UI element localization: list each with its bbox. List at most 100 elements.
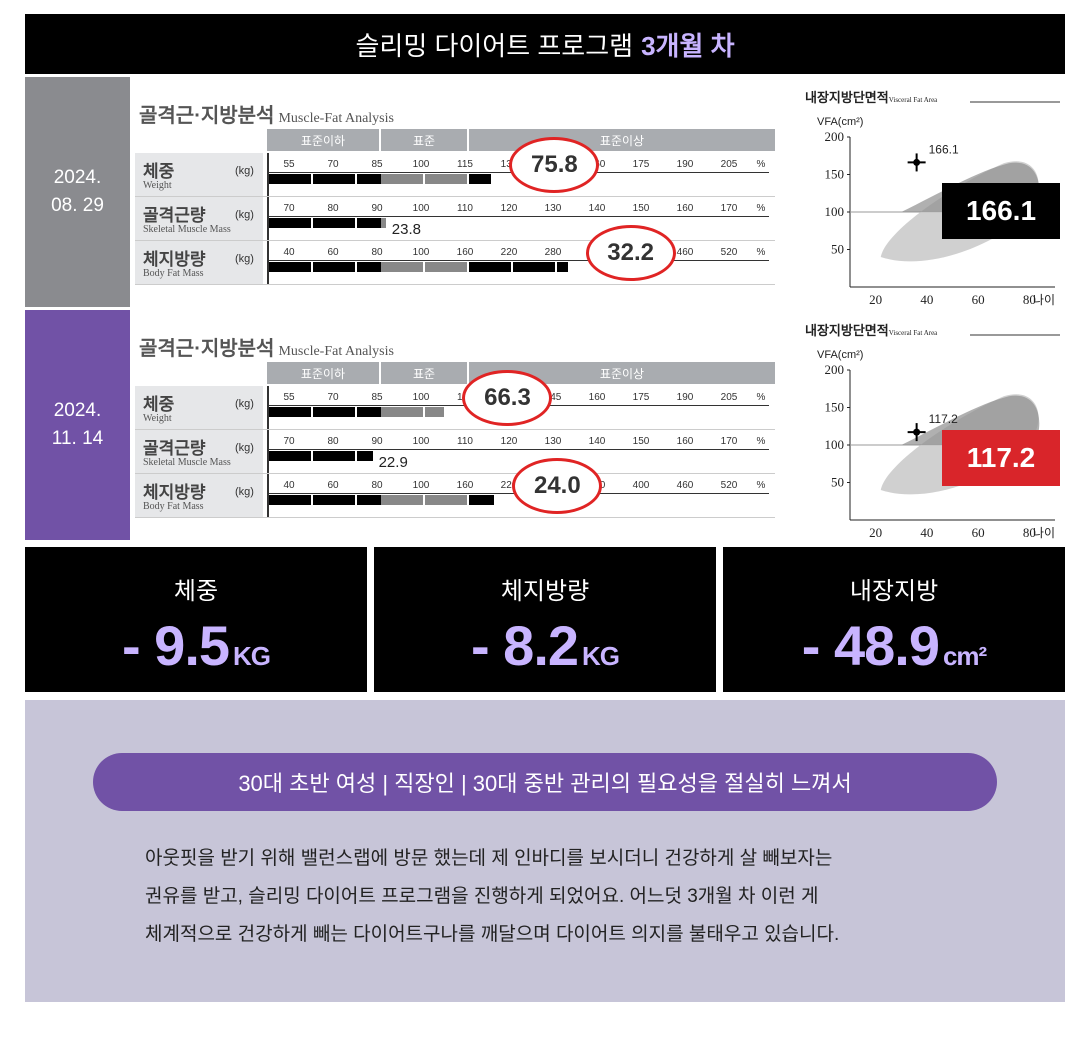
row-unit: (kg) bbox=[235, 398, 254, 410]
summary-value: - 9.5 KG bbox=[25, 613, 367, 678]
tick-label: 110 bbox=[457, 436, 473, 447]
record-1: 2024. 08. 29 골격근·지방분석 Muscle-Fat Analysis… bbox=[25, 77, 1065, 307]
vfa-point bbox=[913, 158, 921, 166]
row-unit: (kg) bbox=[235, 165, 254, 177]
x-tick-label: 60 bbox=[972, 525, 985, 540]
date-day: 08. 29 bbox=[51, 195, 104, 216]
row-label-ko: 골격근량 bbox=[143, 439, 206, 458]
analysis-title-en: Muscle-Fat Analysis bbox=[278, 344, 394, 359]
tick-label: 60 bbox=[327, 480, 339, 491]
tick-label: 160 bbox=[456, 480, 474, 491]
y-tick-label: 50 bbox=[831, 242, 844, 257]
tick-label: 160 bbox=[676, 436, 694, 447]
row-scale: 70 80 90 100 110 120 130 140 150 160 170% 23.8 bbox=[267, 197, 772, 240]
tick-label: 150 bbox=[632, 436, 650, 447]
vfa-point bbox=[913, 428, 921, 436]
summary-label: 내장지방 bbox=[849, 578, 939, 605]
tick-label: 140 bbox=[588, 203, 606, 214]
tick-label: 110 bbox=[457, 203, 473, 214]
summary-label: 체지방량 bbox=[500, 578, 590, 605]
analysis-title-en: Muscle-Fat Analysis bbox=[278, 111, 394, 126]
vfa-xlabel: 나이 bbox=[1033, 526, 1055, 540]
tick-label: 205 bbox=[720, 392, 738, 403]
tick-label: 55 bbox=[283, 392, 295, 403]
row-bar bbox=[269, 407, 445, 417]
tick-label: % bbox=[756, 203, 766, 214]
summary-label: 체중 bbox=[173, 578, 219, 605]
tick-label: 100 bbox=[412, 247, 430, 258]
muscle-fat-analysis: 골격근·지방분석 Muscle-Fat Analysis 표준이하 표준 표준이상 체중 W… bbox=[135, 310, 800, 540]
tick-label: 220 bbox=[500, 247, 518, 258]
row-unit: (kg) bbox=[235, 209, 254, 221]
analysis-title: 골격근·지방분석 Muscle-Fat Analysis bbox=[139, 332, 394, 361]
analysis-row: 체중Weight(kg)5570851001151301451601751902… bbox=[135, 386, 775, 430]
x-tick-label: 20 bbox=[869, 525, 882, 540]
vfa-point-label: 166.1 bbox=[929, 142, 959, 156]
y-tick-label: 200 bbox=[825, 129, 845, 144]
bar-segment bbox=[269, 218, 381, 228]
tick-label: 190 bbox=[676, 392, 694, 403]
row-bar bbox=[269, 218, 386, 228]
row-label-en: Body Fat Mass bbox=[143, 268, 204, 279]
row-label-ko: 체지방량 bbox=[143, 483, 206, 502]
row-axis-line bbox=[269, 216, 769, 217]
tick-label: % bbox=[756, 436, 766, 447]
analysis-row: 골격근량 Skeletal Muscle Mass (kg) 70 80 90 100 110… bbox=[135, 430, 775, 474]
tick-label: 70 bbox=[283, 436, 295, 447]
vfa-chart: 내장지방단면적Visceral Fat Area VFA(cm²) 200 150 10… bbox=[805, 77, 1065, 307]
x-tick-label: 60 bbox=[972, 292, 985, 307]
analysis-row-label: 체중 Weight bbox=[135, 153, 263, 196]
record-date: 2024. 08. 29 bbox=[25, 77, 130, 307]
tick-label: 55 bbox=[283, 159, 295, 170]
tick-label: 145 bbox=[544, 392, 562, 403]
vfa-xlabel: 나이 bbox=[1033, 293, 1055, 307]
page-header: 슬리밍 다이어트 프로그램 3개월 차 bbox=[25, 14, 1065, 74]
row-label-en: Skeletal Muscle Mass bbox=[143, 457, 231, 468]
fat-bubble: 24.0 bbox=[512, 458, 603, 514]
analysis-header-cell: 표준이상 bbox=[469, 362, 775, 384]
vfa-title-ko: 내장지방단면적 bbox=[805, 323, 889, 338]
review-section: 30대 초반 여성 | 직장인 | 30대 중반 관리의 필요성을 절실히 느껴… bbox=[25, 700, 1065, 1002]
analysis-header-cell: 표준이하 bbox=[267, 362, 379, 384]
header-title: 슬리밍 다이어트 프로그램 bbox=[355, 30, 634, 61]
tick-label: 130 bbox=[544, 203, 562, 214]
fat-bubble: 32.2 bbox=[585, 225, 676, 281]
tick-label: 120 bbox=[500, 203, 518, 214]
vfa-title-ko: 내장지방단면적 bbox=[805, 90, 889, 105]
bar-segment bbox=[381, 218, 386, 228]
muscle-fat-analysis: 골격근·지방분석 Muscle-Fat Analysis 표준이하 표준 표준이상 체중 W… bbox=[135, 77, 800, 307]
row-bar bbox=[269, 174, 492, 184]
analysis-header-cell: 표준 bbox=[381, 362, 467, 384]
row-label-ko: 체지방량 bbox=[143, 250, 206, 269]
analysis-header-cell: 표준이상 bbox=[469, 129, 775, 151]
tick-label: 90 bbox=[371, 436, 383, 447]
tick-label: 130 bbox=[501, 159, 518, 170]
tick-label: 90 bbox=[371, 203, 383, 214]
tick-label: 460 bbox=[676, 247, 694, 258]
weight-bubble: 75.8 bbox=[509, 137, 600, 193]
tick-label: 100 bbox=[412, 159, 430, 170]
tick-label: 170 bbox=[720, 203, 738, 214]
bar-segment bbox=[269, 495, 381, 505]
vfa-title: 내장지방단면적Visceral Fat Area bbox=[805, 87, 937, 106]
vfa-ylabel: VFA(cm²) bbox=[817, 349, 863, 361]
summary-weight: 체중 - 9.5 KG bbox=[25, 547, 367, 692]
tick-label: 160 bbox=[588, 392, 606, 403]
bar-segment bbox=[381, 495, 469, 505]
tick-label: 460 bbox=[676, 480, 694, 491]
row-unit: (kg) bbox=[235, 486, 254, 498]
date-year: 2024. bbox=[53, 400, 102, 421]
row-unit: (kg) bbox=[235, 442, 254, 454]
summary-body-fat: 체지방량 - 8.2 KG bbox=[374, 547, 716, 692]
tick-label: 150 bbox=[632, 203, 650, 214]
row-bar bbox=[269, 451, 373, 461]
analysis-row-label: 체지방량 Body Fat Mass bbox=[135, 474, 263, 517]
y-tick-label: 200 bbox=[825, 362, 845, 377]
analysis-header-cell: 표준 bbox=[381, 129, 467, 151]
analysis-header: 표준이하 표준 표준이상 bbox=[135, 362, 775, 384]
weight-bubble: 66.3 bbox=[462, 370, 553, 426]
tick-label: 100 bbox=[412, 392, 430, 403]
vfa-title-en: Visceral Fat Area bbox=[888, 96, 938, 104]
